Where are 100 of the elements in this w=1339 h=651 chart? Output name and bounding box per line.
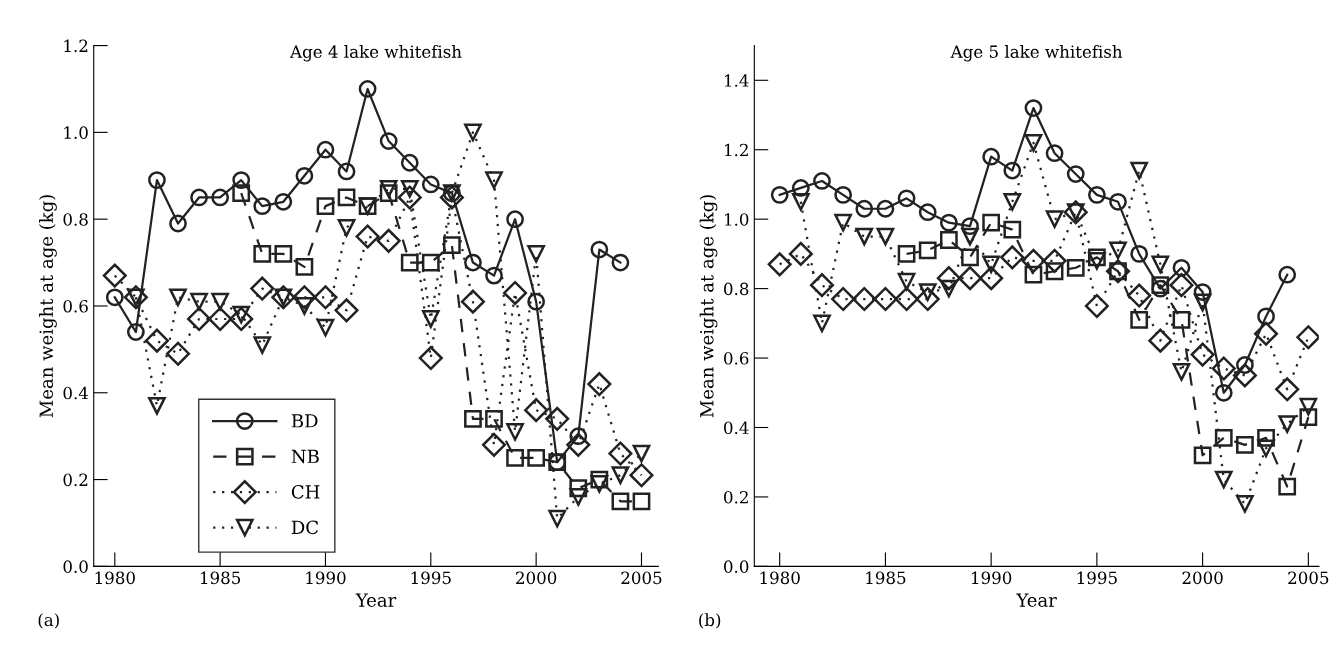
point xyxy=(1024,265,1043,284)
point xyxy=(1127,283,1152,308)
point xyxy=(527,245,546,263)
point xyxy=(334,298,359,323)
y-tick-label: 0.8 xyxy=(724,282,749,296)
point xyxy=(611,253,630,272)
point xyxy=(102,263,127,288)
y-axis-title: Mean weight at age (kg) xyxy=(39,195,57,418)
point xyxy=(1024,133,1043,152)
y-tick-label: 0.0 xyxy=(724,560,749,573)
point xyxy=(876,227,895,246)
point xyxy=(1003,161,1022,180)
legend-label: BD xyxy=(291,414,318,428)
point xyxy=(253,245,272,263)
point xyxy=(1278,477,1297,496)
point xyxy=(1169,273,1194,298)
point xyxy=(527,448,546,467)
point xyxy=(590,470,609,489)
point xyxy=(527,292,546,311)
point xyxy=(1193,283,1212,301)
point xyxy=(1130,161,1149,180)
point xyxy=(105,288,124,307)
point xyxy=(1148,328,1173,353)
point xyxy=(421,175,440,194)
point xyxy=(126,323,145,341)
point xyxy=(1109,241,1127,260)
text: (a) xyxy=(38,613,59,629)
point xyxy=(939,213,958,232)
point xyxy=(1066,258,1085,277)
point xyxy=(358,80,377,98)
point xyxy=(190,292,208,311)
x-tick-label: 1995 xyxy=(1077,571,1117,585)
point xyxy=(250,276,275,301)
x-tick-label: 1985 xyxy=(200,571,241,585)
point xyxy=(939,279,958,298)
x-axis-title: Year xyxy=(355,593,397,607)
x-tick-label: 2005 xyxy=(1288,571,1329,585)
point xyxy=(1299,408,1318,426)
y-tick-label: 0.2 xyxy=(724,490,748,504)
legend-label: CH xyxy=(291,485,320,499)
point xyxy=(939,231,958,249)
point xyxy=(1087,185,1106,204)
y-tick-label: 0.2 xyxy=(63,473,88,487)
point xyxy=(1236,435,1254,454)
point xyxy=(481,432,507,457)
point xyxy=(169,214,187,233)
point xyxy=(232,171,251,189)
point xyxy=(632,492,651,511)
point xyxy=(961,227,979,246)
y-tick-label: 0.8 xyxy=(63,213,88,226)
point xyxy=(253,336,272,354)
point xyxy=(187,306,212,332)
x-tick-label: 2005 xyxy=(621,571,662,585)
point xyxy=(767,252,792,277)
point xyxy=(506,210,524,229)
point xyxy=(464,253,482,272)
x-tick-label: 1990 xyxy=(306,571,346,585)
x-tick-label: 1995 xyxy=(411,571,451,585)
point xyxy=(313,285,338,310)
point xyxy=(897,245,916,263)
point xyxy=(148,171,166,189)
point xyxy=(961,248,979,267)
point xyxy=(165,341,191,366)
point xyxy=(337,188,356,207)
point xyxy=(1021,248,1046,273)
point xyxy=(397,185,422,210)
y-tick-label: 0.6 xyxy=(63,299,88,313)
point xyxy=(813,314,831,333)
point xyxy=(957,266,983,291)
legend-label: NB xyxy=(291,449,319,464)
point xyxy=(1045,144,1064,163)
point xyxy=(915,286,940,312)
point xyxy=(1236,356,1254,374)
point xyxy=(608,441,633,466)
point xyxy=(524,398,549,423)
point xyxy=(1232,363,1257,388)
y-tick-label: 1.2 xyxy=(724,143,748,157)
point xyxy=(788,241,813,266)
point xyxy=(809,273,835,298)
point xyxy=(211,292,230,311)
point xyxy=(1278,415,1297,433)
y-tick-label: 1.0 xyxy=(64,126,88,139)
point xyxy=(982,213,1001,232)
point xyxy=(979,266,1004,291)
point xyxy=(169,288,187,307)
point xyxy=(791,179,810,197)
point xyxy=(936,266,961,291)
legend-label: DC xyxy=(291,520,319,535)
y-tick-label: 1.0 xyxy=(724,213,749,226)
point xyxy=(569,488,588,506)
point xyxy=(1299,397,1318,416)
point xyxy=(1003,220,1022,239)
point xyxy=(464,409,482,428)
point xyxy=(1066,165,1085,183)
point xyxy=(1003,192,1022,211)
y-axis-title: Mean weight at age (kg) xyxy=(699,195,718,418)
point xyxy=(295,166,314,185)
point xyxy=(1172,363,1191,381)
point xyxy=(506,422,524,441)
point xyxy=(211,188,230,207)
